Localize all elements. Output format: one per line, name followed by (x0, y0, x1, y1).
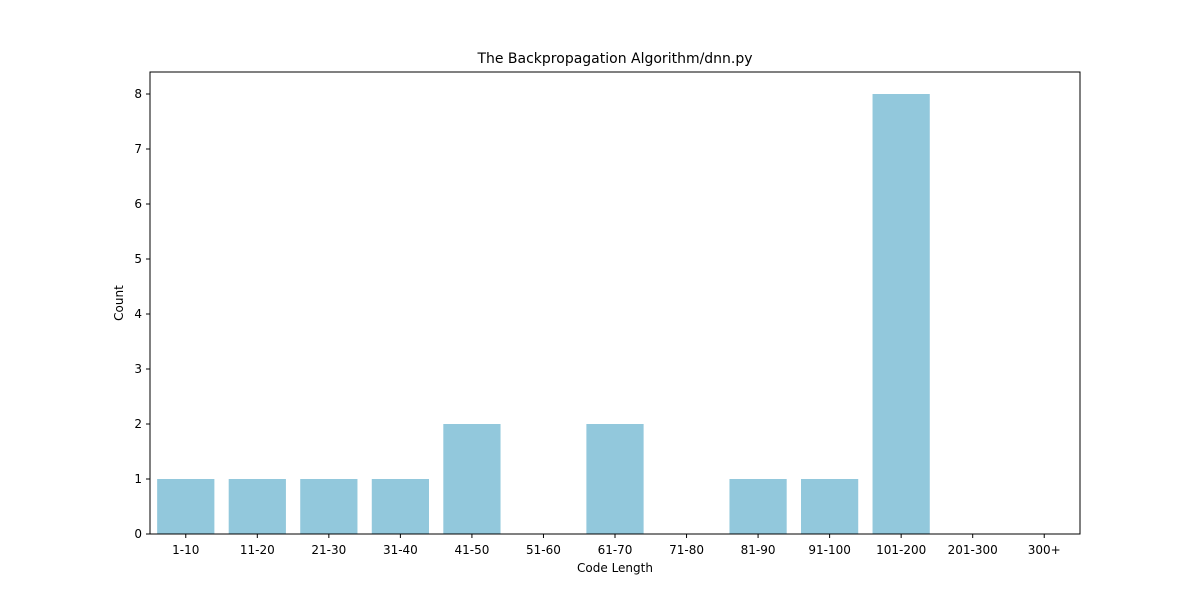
y-tick-label: 7 (134, 142, 142, 156)
x-tick-label: 51-60 (526, 543, 561, 557)
bar-41-50 (443, 424, 501, 534)
x-tick-label: 31-40 (383, 543, 418, 557)
x-tick-label: 21-30 (311, 543, 346, 557)
x-tick-label: 61-70 (598, 543, 633, 557)
x-tick-label: 201-300 (948, 543, 998, 557)
y-tick-label: 6 (134, 197, 142, 211)
bar-11-20 (228, 479, 286, 534)
y-tick-label: 4 (134, 307, 142, 321)
y-tick-label: 2 (134, 417, 142, 431)
chart-title: The Backpropagation Algorithm/dnn.py (476, 51, 752, 67)
y-tick-label: 0 (134, 527, 142, 541)
bar-91-100 (801, 479, 859, 534)
y-tick-label: 5 (134, 252, 142, 266)
x-tick-label: 71-80 (669, 543, 704, 557)
x-axis-label: Code Length (577, 561, 653, 575)
x-tick-label: 91-100 (808, 543, 851, 557)
bar-61-70 (586, 424, 644, 534)
y-tick-label: 1 (134, 472, 142, 486)
bars-layer (157, 94, 930, 534)
x-tick-label: 11-20 (240, 543, 275, 557)
x-tick-label: 81-90 (741, 543, 776, 557)
x-axis: 1-10 11-20 21-30 31-40 41-50 51-60 61-70 71-80 8… (172, 534, 1061, 557)
y-tick-label: 3 (134, 362, 142, 376)
bar-1-10 (157, 479, 215, 534)
y-axis: 0 1 2 3 4 5 6 7 8 (134, 87, 150, 541)
y-axis-label: Count (112, 285, 126, 321)
bar-21-30 (300, 479, 358, 534)
bar-31-40 (371, 479, 429, 534)
bar-81-90 (729, 479, 787, 534)
bar-101-200 (872, 94, 930, 534)
x-tick-label: 41-50 (454, 543, 489, 557)
x-tick-label: 300+ (1028, 543, 1061, 557)
y-tick-label: 8 (134, 87, 142, 101)
x-tick-label: 101-200 (876, 543, 926, 557)
x-tick-label: 1-10 (172, 543, 199, 557)
